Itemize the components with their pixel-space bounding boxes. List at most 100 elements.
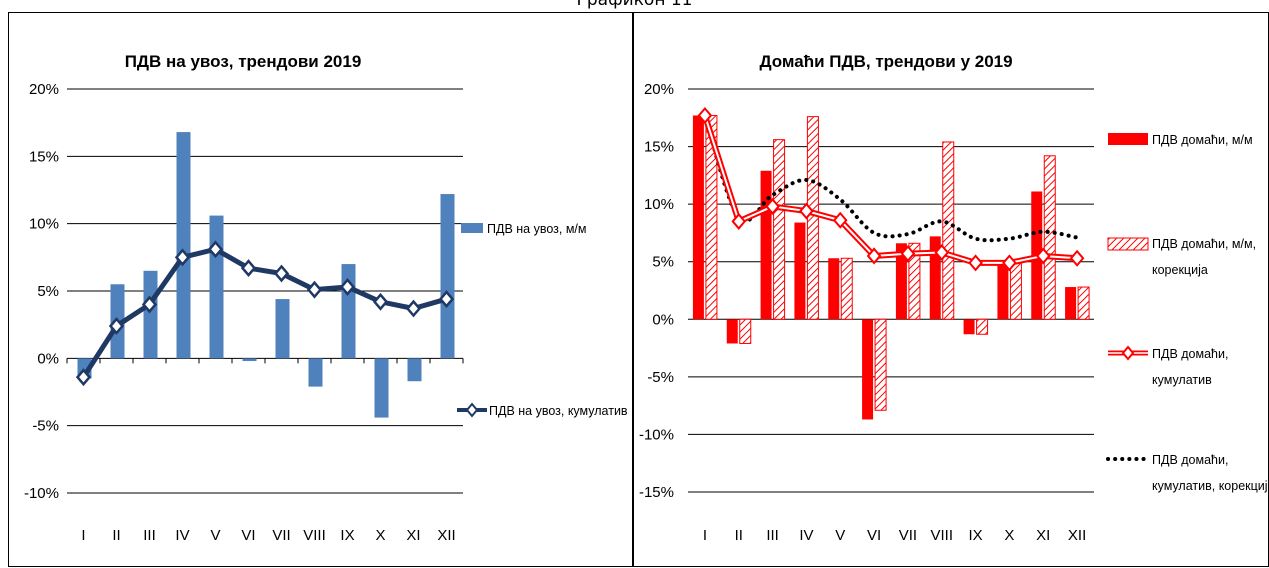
legend-label: ПДВ домаћи, кумулатив, корекција (1152, 453, 1269, 493)
x-tick-label: I (703, 527, 707, 544)
hatched-bar (806, 116, 819, 320)
y-tick-label: -10% (24, 485, 59, 502)
line-point (108, 317, 125, 335)
line-point (1002, 254, 1017, 272)
hatched-bar (1009, 261, 1022, 320)
chart-title: ПДВ на увоз, трендови 2019 (125, 52, 362, 71)
bar (895, 243, 907, 320)
line-point (306, 280, 323, 299)
legend-label: ПДВ домаћи, м/м (1152, 133, 1253, 147)
x-tick-label: III (766, 527, 779, 544)
line-point (697, 106, 713, 125)
bar (242, 358, 257, 362)
legend-marker (1121, 345, 1135, 361)
legend-swatch (1107, 237, 1149, 251)
figure-title: Графикон 11 (576, 0, 693, 10)
y-tick-label: -5% (32, 418, 59, 435)
hatched-bar (908, 242, 921, 320)
legend-label: ПДВ домаћи, кумулатив (1152, 347, 1228, 387)
y-tick-label: 0% (37, 350, 59, 367)
y-tick-label: 15% (29, 148, 59, 165)
y-tick-label: 10% (644, 196, 674, 213)
line-point (405, 299, 422, 318)
hatched-bar (840, 257, 853, 320)
bar (794, 222, 806, 320)
line-point (900, 245, 916, 263)
y-tick-label: 10% (29, 216, 59, 233)
x-tick-label: XII (437, 527, 455, 544)
line-point (765, 197, 780, 215)
hatched-bar (1077, 286, 1090, 320)
line-point (1069, 249, 1085, 267)
x-tick-label: V (210, 527, 220, 544)
x-tick-label: X (1004, 527, 1014, 544)
x-tick-label: II (735, 527, 743, 544)
line-point (372, 292, 389, 311)
x-tick-label: IX (968, 527, 982, 544)
bar (440, 194, 455, 359)
bar (862, 319, 874, 420)
line-point (207, 240, 224, 259)
y-tick-label: 20% (644, 81, 674, 98)
hatched-bar (739, 318, 752, 344)
bar (176, 132, 191, 359)
hatched-bar (1043, 155, 1056, 320)
domestic-vat-chart-panel: Домаћи ПДВ, трендови у 2019 -15% -10% -5% 0%… (633, 12, 1269, 567)
bar (407, 358, 422, 382)
x-tick-label: III (143, 527, 156, 544)
y-tick-label: 5% (652, 254, 674, 271)
legend-label: ПДВ на увоз, кумулатив (489, 404, 628, 418)
line-point (731, 212, 747, 230)
bar (1065, 287, 1077, 320)
line-point (273, 264, 290, 283)
line-point (339, 278, 356, 296)
y-tick-label: 20% (29, 81, 59, 98)
x-tick-label: XI (406, 527, 420, 544)
line-point (799, 202, 814, 220)
bar (209, 215, 224, 359)
x-tick-label: XII (1068, 527, 1086, 544)
chart-title: Домаћи ПДВ, трендови у 2019 (759, 52, 1012, 71)
x-tick-label: I (81, 527, 85, 544)
bar (828, 258, 840, 320)
bar (275, 299, 290, 359)
line-point (1035, 247, 1051, 265)
x-tick-label: VI (867, 527, 881, 544)
x-tick-label: VI (241, 527, 255, 544)
bar (726, 319, 738, 344)
x-tick-label: IX (340, 527, 354, 544)
bar (929, 236, 941, 320)
bar (692, 115, 704, 320)
bar (997, 261, 1009, 320)
line-point (438, 290, 455, 309)
x-tick-label: VIII (303, 527, 326, 544)
hatched-bar (976, 318, 989, 335)
line-point (75, 368, 92, 387)
legend-marker (465, 402, 479, 418)
y-tick-label: -10% (639, 426, 674, 443)
legend-swatch (1108, 133, 1148, 145)
import-vat-chart: ПДВ на увоз, трендови 2019 -10% -5% 0% 5% 10%… (24, 52, 628, 544)
domestic-vat-chart: Домаћи ПДВ, трендови у 2019 -15% -10% -5% 0%… (639, 52, 1269, 544)
x-tick-label: IV (799, 527, 813, 544)
x-tick-label: II (112, 527, 120, 544)
bar (308, 358, 323, 387)
y-tick-label: 15% (644, 139, 674, 156)
x-tick-label: V (835, 527, 845, 544)
legend-label: ПДВ на увоз, м/м (487, 222, 587, 236)
bar (143, 270, 158, 359)
hatched-bar (942, 141, 955, 320)
import-vat-chart-panel: ПДВ на увоз, трендови 2019 -10% -5% 0% 5% 10%… (8, 12, 633, 567)
legend-swatch (461, 223, 483, 233)
line-point (240, 259, 257, 278)
y-tick-label: 0% (652, 311, 674, 328)
x-tick-label: XI (1036, 527, 1050, 544)
line-point (934, 243, 950, 262)
x-tick-label: VIII (930, 527, 953, 544)
bar (760, 170, 772, 320)
x-tick-label: VII (272, 527, 290, 544)
line-point (141, 295, 158, 314)
x-tick-label: VII (899, 527, 917, 544)
line-point (968, 254, 983, 272)
line-point (866, 247, 882, 265)
